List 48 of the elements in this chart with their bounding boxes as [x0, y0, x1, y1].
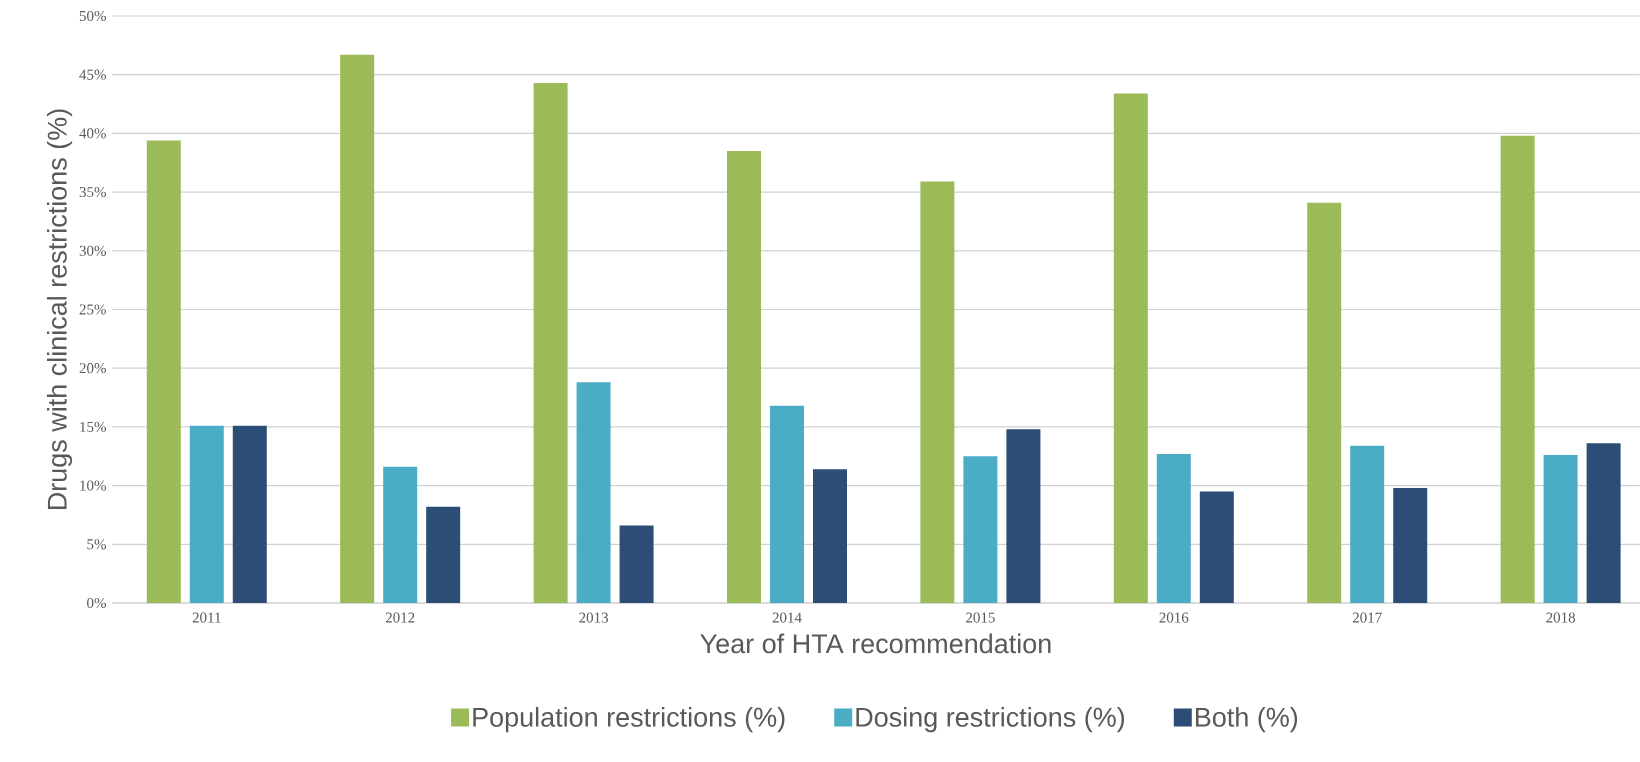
x-tick-label: 2017: [1352, 612, 1382, 623]
bar: [189, 425, 224, 603]
bar: [533, 82, 568, 603]
bar: [1500, 135, 1535, 603]
bar: [146, 140, 181, 603]
y-tick-label: 5%: [87, 539, 106, 550]
bar: [340, 54, 375, 603]
bar: [963, 456, 998, 603]
x-tick-label: 2011: [192, 612, 221, 623]
bar: [770, 405, 804, 603]
bar: [1156, 453, 1191, 603]
y-tick-label: 35%: [79, 187, 106, 198]
bar: [426, 506, 461, 603]
legend-label: Population restrictions (%): [473, 706, 785, 733]
bar: [1350, 445, 1385, 603]
bar: [1199, 491, 1234, 603]
y-tick-label: 45%: [79, 69, 106, 80]
legend-label: Both (%): [1195, 706, 1298, 733]
x-axis-title: Year of HTA recommendation: [700, 633, 1051, 654]
x-tick-label: 2014: [772, 612, 802, 623]
bar: [1113, 93, 1148, 603]
bar: [813, 469, 847, 603]
x-tick-label: 2018: [1546, 612, 1576, 623]
y-tick-label: 0%: [87, 597, 106, 609]
y-tick-label: 50%: [79, 10, 106, 22]
bar: [232, 425, 267, 603]
y-tick-label: 10%: [80, 480, 106, 491]
y-tick-label: 20%: [79, 363, 106, 374]
bar: [1006, 429, 1041, 603]
y-tick-label: 40%: [79, 128, 106, 139]
x-tick-label: 2013: [579, 612, 609, 623]
x-tick-label: 2016: [1159, 612, 1189, 623]
bar: [727, 151, 761, 603]
bar: [1586, 443, 1621, 603]
y-tick-label: 15%: [80, 421, 106, 432]
bar: [1307, 202, 1342, 603]
y-tick-label: 30%: [79, 245, 106, 256]
bar: [920, 181, 955, 603]
legend-label: Dosing restrictions (%): [856, 706, 1125, 733]
x-tick-label: 2012: [385, 612, 415, 623]
x-tick-label: 2015: [966, 612, 995, 623]
bar: [576, 382, 611, 603]
bar: [383, 466, 418, 603]
bar: [619, 525, 654, 603]
bar: [1543, 455, 1578, 603]
y-tick-label: 25%: [79, 304, 106, 315]
bar: [1393, 487, 1428, 603]
y-axis-title: Drugs with clinical restrictions (%): [46, 109, 73, 510]
